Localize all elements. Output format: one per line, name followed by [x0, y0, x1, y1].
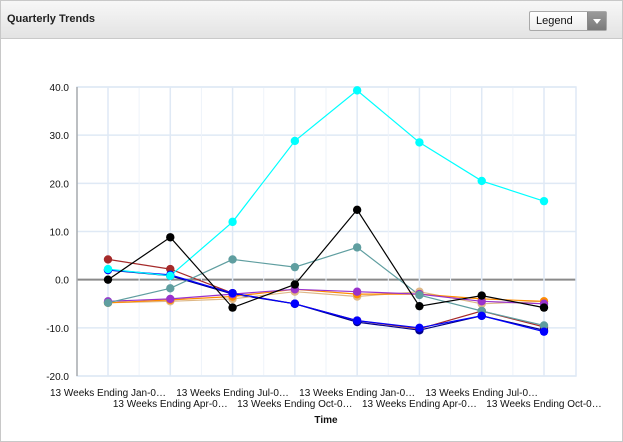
- y-tick-label: 10.0: [50, 228, 70, 239]
- series-line: [107, 89, 545, 277]
- data-point: [415, 323, 424, 333]
- x-tick-label: 13 Weeks Ending Jan-0…: [299, 388, 415, 399]
- series-line: [107, 269, 545, 333]
- data-point: [352, 243, 362, 252]
- x-tick-label: 13 Weeks Ending Jan-0…: [50, 388, 166, 399]
- panel-header: Quarterly Trends Legend: [1, 1, 622, 39]
- data-point: [228, 303, 237, 312]
- data-point: [477, 297, 486, 306]
- x-tick-label: 13 Weeks Ending Oct-0…: [486, 399, 601, 410]
- data-point: [290, 280, 300, 289]
- data-point: [228, 255, 237, 264]
- data-point: [477, 311, 486, 320]
- data-point: [415, 301, 424, 311]
- y-tick-label: 20.0: [50, 179, 70, 190]
- data-point: [166, 264, 175, 274]
- data-point: [166, 233, 175, 242]
- data-point: [539, 327, 549, 336]
- data-point: [477, 291, 486, 300]
- y-tick-label: 30.0: [50, 131, 70, 142]
- data-point: [103, 264, 113, 274]
- data-point: [352, 205, 362, 215]
- data-point: [166, 294, 175, 304]
- data-point: [228, 288, 237, 298]
- x-axis-title: Time: [314, 415, 338, 426]
- chevron-down-icon[interactable]: [587, 12, 606, 30]
- data-point: [352, 86, 362, 95]
- data-point: [103, 255, 113, 264]
- data-point: [290, 299, 300, 308]
- series-line: [107, 288, 545, 305]
- legend-dropdown-label: Legend: [536, 15, 573, 27]
- x-tick-label: 13 Weeks Ending Apr-0…: [362, 399, 477, 410]
- chart-labels: 40.0 30.0 20.0 10.0 0.0 -10.0 -20.0 13 Weeks En…: [46, 83, 602, 426]
- data-point: [415, 290, 424, 300]
- data-point: [166, 271, 175, 281]
- data-point: [103, 275, 113, 284]
- data-point: [352, 287, 362, 296]
- series-line: [107, 246, 545, 326]
- data-point: [103, 298, 113, 307]
- data-point: [228, 217, 237, 227]
- x-tick-label: 13 Weeks Ending Oct-0…: [237, 399, 352, 410]
- data-point: [415, 138, 424, 147]
- y-tick-label: 0.0: [55, 276, 69, 287]
- series-line: [107, 288, 545, 304]
- series-line: [107, 291, 545, 305]
- y-tick-label: 40.0: [50, 83, 70, 94]
- series-line: [107, 208, 545, 309]
- data-point: [352, 316, 362, 325]
- data-point: [539, 321, 549, 330]
- data-point: [166, 284, 175, 293]
- legend-dropdown[interactable]: Legend: [529, 11, 607, 31]
- chart-axes: [76, 86, 577, 377]
- y-tick-label: -10.0: [46, 324, 69, 335]
- data-point: [290, 136, 300, 146]
- data-point: [539, 303, 549, 312]
- data-point: [290, 262, 300, 272]
- x-tick-label: 13 Weeks Ending Jul-0…: [425, 388, 538, 399]
- data-point: [539, 196, 549, 206]
- x-tick-label: 13 Weeks Ending Jul-0…: [176, 388, 289, 399]
- data-point: [477, 176, 486, 186]
- y-tick-label: -20.0: [46, 372, 69, 383]
- panel-title: Quarterly Trends: [7, 13, 96, 25]
- chart-grid: [77, 86, 576, 377]
- x-tick-label: 13 Weeks Ending Apr-0…: [113, 399, 228, 410]
- chart-series: [103, 86, 549, 336]
